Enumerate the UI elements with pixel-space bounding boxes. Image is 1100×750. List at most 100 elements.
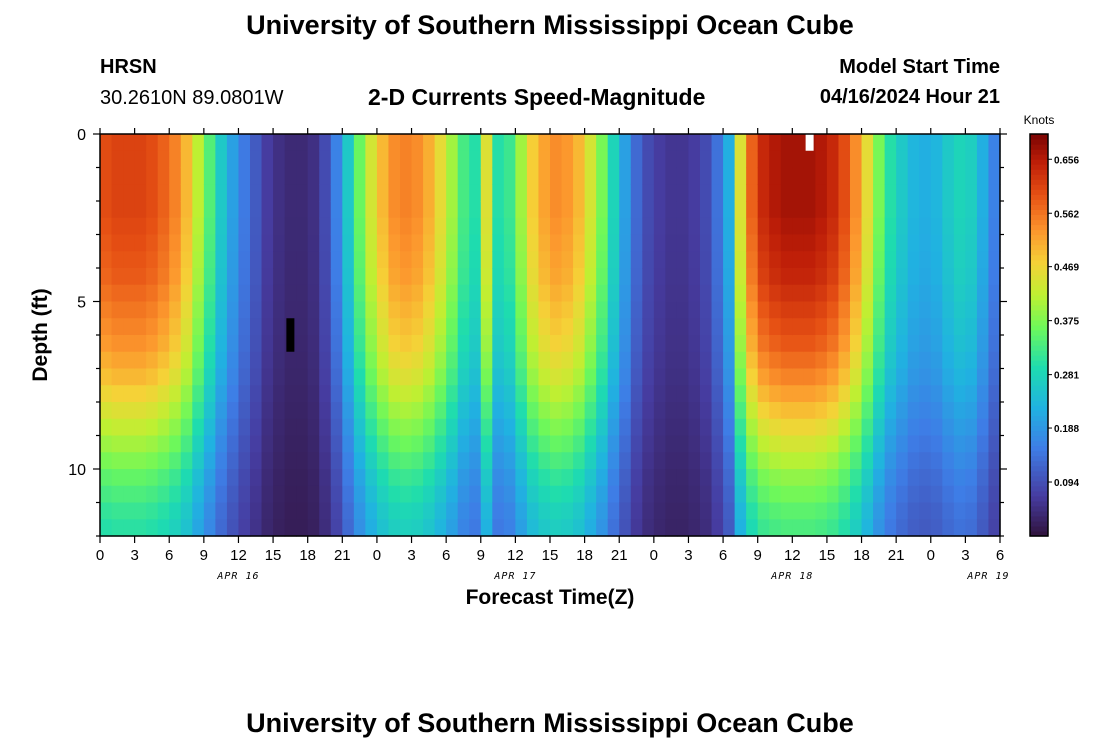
heatmap-cell (226, 485, 240, 504)
chart-subtitle: 2-D Currents Speed-Magnitude (368, 84, 706, 110)
heatmap-cell (215, 201, 228, 219)
heatmap-cell (261, 435, 274, 453)
heatmap-cell (561, 301, 574, 319)
heatmap-cell (930, 201, 943, 219)
heatmap-cell (457, 519, 470, 537)
heatmap-cell (157, 435, 170, 453)
heatmap-cell (688, 351, 701, 370)
heatmap-cell (400, 418, 413, 437)
heatmap-cell (457, 402, 470, 420)
heatmap-cell (526, 217, 540, 236)
heatmap-cell (134, 217, 147, 236)
heatmap-cell (930, 134, 943, 152)
heatmap-cell (353, 469, 366, 487)
heatmap-cell (250, 234, 263, 252)
heatmap-cell (100, 201, 113, 219)
heatmap-cell (988, 351, 1001, 370)
colorbar-segment (1030, 510, 1048, 517)
heatmap-cell (261, 418, 274, 437)
heatmap-cell (700, 167, 713, 185)
heatmap-cell (550, 502, 563, 520)
heatmap-cell (434, 368, 447, 386)
heatmap-cell (100, 519, 113, 537)
heatmap-cell (642, 150, 655, 169)
heatmap-cell (353, 167, 366, 185)
heatmap-cell (157, 469, 170, 487)
heatmap-cell (573, 150, 586, 169)
heatmap-cell (446, 268, 459, 286)
heatmap-cell (515, 234, 528, 252)
heatmap-cell (192, 234, 205, 252)
heatmap-cell (953, 385, 966, 403)
heatmap-cell (284, 452, 297, 470)
heatmap-cell (953, 318, 966, 336)
heatmap-cell (353, 201, 366, 219)
heatmap-cell (711, 368, 724, 386)
heatmap-cell (953, 268, 966, 286)
colorbar-segment (1030, 184, 1048, 190)
heatmap-cell (342, 368, 355, 386)
heatmap-cell (457, 234, 470, 252)
heatmap-cell (457, 150, 470, 169)
heatmap-cell (123, 469, 136, 487)
heatmap-cell (261, 284, 274, 303)
heatmap-cell (296, 469, 309, 487)
heatmap-cell (746, 167, 759, 185)
heatmap-cell (342, 519, 355, 537)
heatmap-cell (653, 318, 666, 336)
heatmap-cell (792, 184, 805, 202)
heatmap-cell (942, 435, 955, 453)
heatmap-cell (653, 351, 666, 370)
heatmap-cell (400, 519, 413, 537)
heatmap-cell (746, 284, 759, 303)
heatmap-cell (365, 217, 378, 236)
heatmap-cell (365, 251, 378, 269)
colorbar-segment (1030, 515, 1048, 522)
heatmap-cell (942, 301, 955, 319)
heatmap-cell (607, 402, 620, 420)
heatmap-cell (919, 469, 932, 487)
heatmap-cell (469, 251, 482, 269)
heatmap-cell (492, 318, 505, 336)
heatmap-cell (942, 351, 955, 370)
colorbar-segment (1030, 470, 1048, 477)
heatmap-cell (734, 167, 747, 185)
heatmap-cell (273, 435, 286, 453)
heatmap-cell (573, 351, 586, 370)
heatmap-cell (111, 368, 124, 386)
heatmap-cell (503, 201, 516, 219)
heatmap-cell (457, 217, 470, 236)
heatmap-cell (538, 435, 551, 453)
colorbar-segment (1030, 350, 1048, 356)
heatmap-cell (503, 469, 516, 487)
heatmap-cell (723, 351, 736, 370)
colorbar-segment (1030, 274, 1048, 281)
heatmap-cell (100, 435, 113, 453)
heatmap-cell (561, 184, 574, 202)
heatmap-cell (111, 217, 124, 236)
heatmap-cell (261, 184, 274, 202)
heatmap-cell (192, 201, 205, 219)
heatmap-cell (515, 167, 528, 185)
heatmap-cell (665, 184, 678, 202)
heatmap-cell (711, 385, 724, 403)
heatmap-cell (469, 335, 482, 353)
heatmap-cell (100, 301, 113, 319)
missing-data-markers (286, 134, 814, 352)
heatmap-cell (169, 318, 182, 336)
heatmap-cell (123, 435, 136, 453)
heatmap-cell (780, 385, 793, 403)
colorbar-segment (1030, 149, 1048, 155)
heatmap-cell (480, 385, 493, 403)
heatmap-cell (169, 134, 182, 152)
heatmap-cell (342, 485, 355, 504)
heatmap-cell (192, 402, 205, 420)
heatmap-cell (850, 402, 863, 420)
heatmap-cell (850, 318, 863, 336)
heatmap-cell (376, 351, 390, 370)
colorbar-segment (1030, 159, 1048, 165)
heatmap-cell (238, 385, 251, 403)
heatmap-cell (757, 519, 770, 537)
heatmap-cell (134, 502, 147, 520)
heatmap-cell (296, 134, 309, 152)
